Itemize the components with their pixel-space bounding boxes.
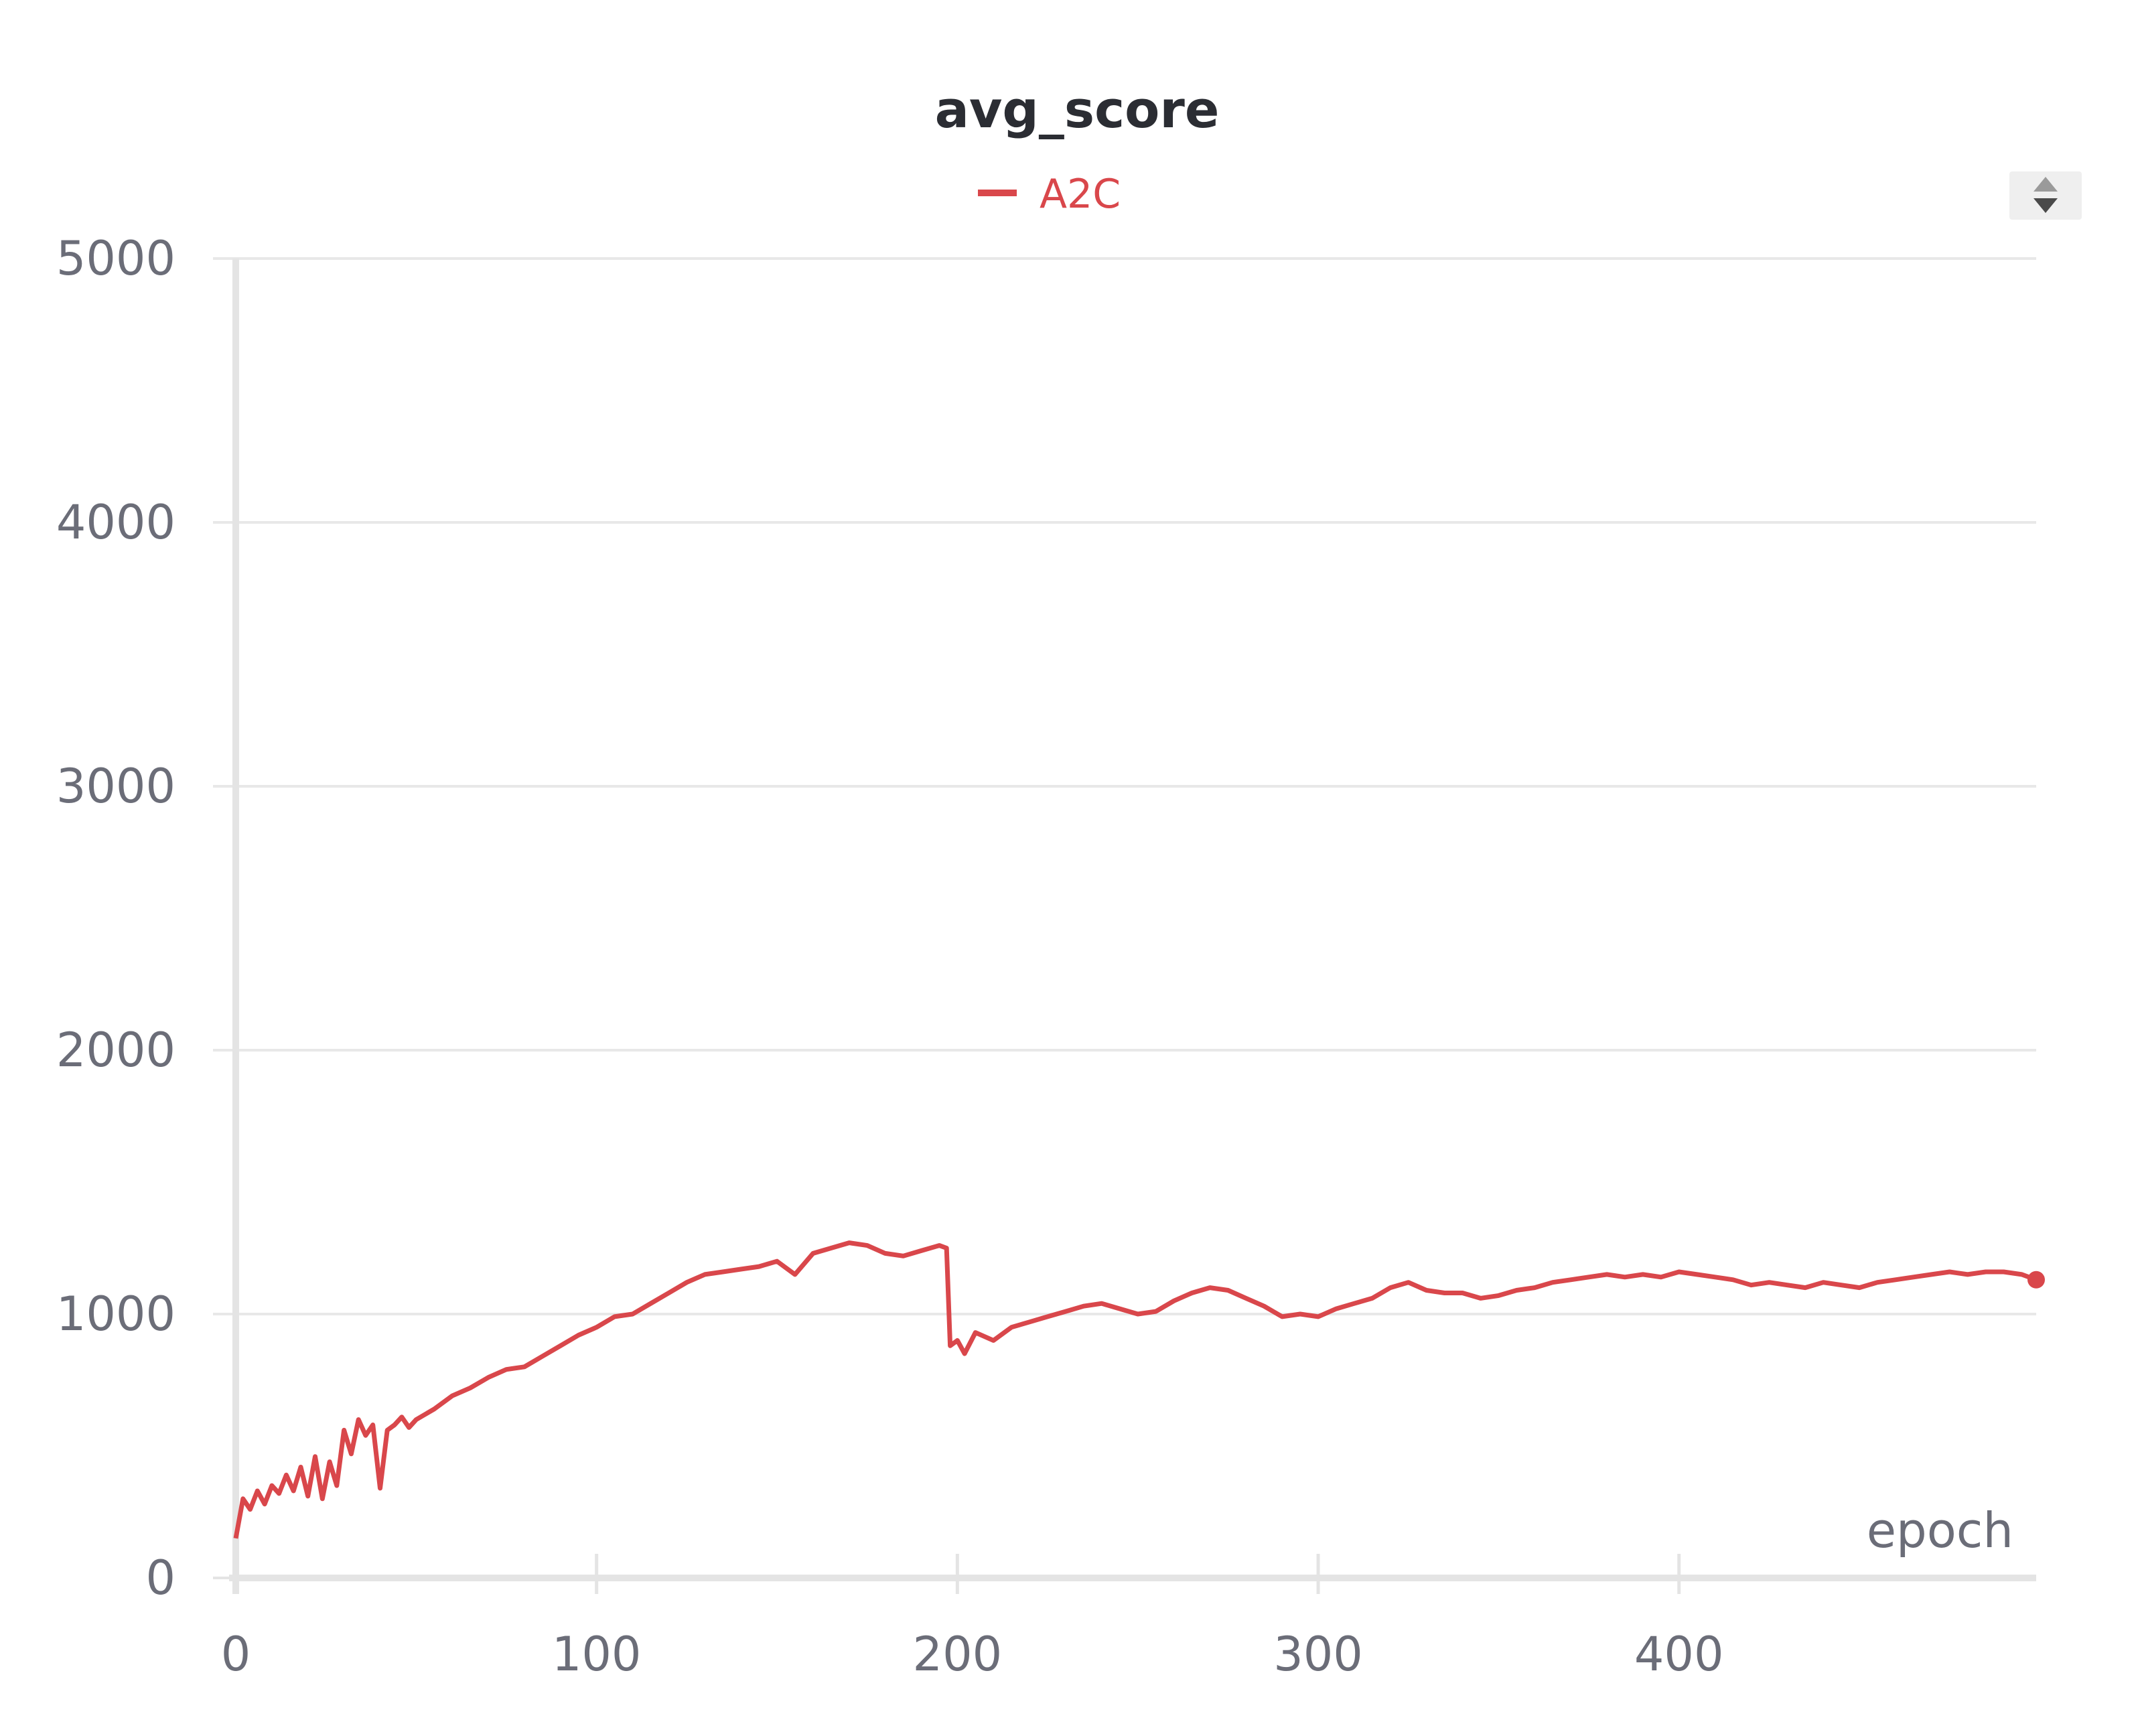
legend-label-a2c: A2C (1040, 171, 1121, 218)
series-line-a2c (233, 1240, 2038, 1539)
chart-title: avg_score (935, 80, 1220, 139)
plot-area (233, 1240, 2045, 1539)
y-tick-label: 0 (145, 1550, 175, 1605)
y-tick-label: 2000 (56, 1023, 175, 1078)
x-tick-label: 100 (552, 1627, 642, 1682)
sort-button[interactable] (2009, 171, 2082, 220)
y-tick-label: 4000 (56, 495, 175, 550)
x-tick-label: 0 (221, 1627, 251, 1682)
x-axis-label: epoch (1867, 1502, 2013, 1559)
axes (229, 259, 2036, 1594)
tick-labels: 0 1000 2000 3000 4000 5000 0 100 200 300 400 (56, 231, 1724, 1682)
sort-down-icon (2034, 198, 2058, 213)
y-tick-label: 3000 (56, 759, 175, 814)
y-tick-label: 1000 (56, 1287, 175, 1342)
x-tick-label: 300 (1273, 1627, 1363, 1682)
x-tick-label: 400 (1634, 1627, 1724, 1682)
gridlines (213, 257, 2036, 1579)
x-tick-label: 200 (913, 1627, 1003, 1682)
legend[interactable]: A2C (978, 171, 1121, 218)
y-tick-label: 5000 (56, 231, 175, 286)
series-endpoint-a2c (2027, 1271, 2045, 1289)
sort-up-icon (2034, 177, 2058, 192)
